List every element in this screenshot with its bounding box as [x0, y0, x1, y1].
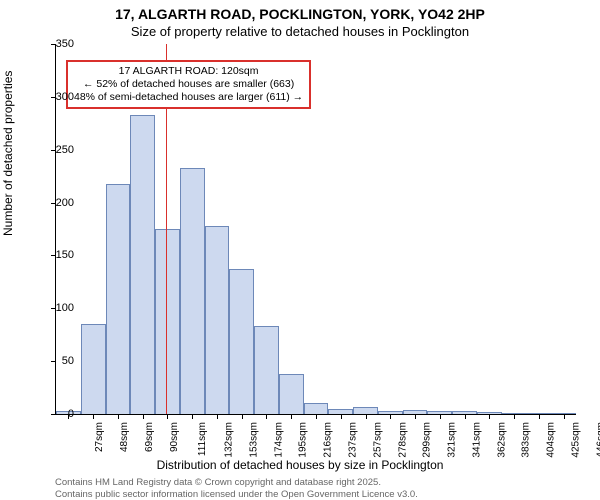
x-tick — [514, 414, 515, 419]
x-tick — [118, 414, 119, 419]
y-tick-label: 350 — [56, 38, 74, 50]
histogram-bar — [205, 226, 230, 414]
chart-container: 17, ALGARTH ROAD, POCKLINGTON, YORK, YO4… — [0, 0, 600, 500]
y-tick — [51, 414, 56, 415]
x-tick-label: 195sqm — [298, 422, 309, 458]
callout-line: 17 ALGARTH ROAD: 120sqm — [74, 65, 303, 78]
histogram-bar — [526, 413, 551, 414]
x-tick-label: 111sqm — [198, 422, 209, 456]
x-tick — [242, 414, 243, 419]
x-tick-label: 69sqm — [144, 422, 155, 452]
histogram-bar — [229, 269, 254, 414]
x-tick-label: 321sqm — [447, 422, 458, 458]
y-tick-label: 200 — [56, 197, 74, 209]
y-tick-label: 50 — [62, 355, 74, 367]
chart-title: 17, ALGARTH ROAD, POCKLINGTON, YORK, YO4… — [0, 6, 600, 22]
x-tick-label: 404sqm — [546, 422, 557, 458]
histogram-bar — [452, 411, 477, 414]
x-tick — [341, 414, 342, 419]
histogram-bar — [378, 411, 403, 414]
x-tick — [390, 414, 391, 419]
x-tick — [366, 414, 367, 419]
x-tick-label: 27sqm — [94, 422, 105, 452]
x-tick-label: 341sqm — [471, 422, 482, 458]
histogram-bar — [353, 407, 378, 414]
x-tick-label: 425sqm — [570, 422, 581, 458]
x-tick-label: 446sqm — [595, 422, 600, 458]
x-tick-label: 216sqm — [323, 422, 334, 458]
x-tick-label: 383sqm — [521, 422, 532, 458]
histogram-bar — [551, 413, 576, 414]
callout-line: ← 52% of detached houses are smaller (66… — [74, 78, 303, 91]
x-tick-label: 278sqm — [397, 422, 408, 458]
footer-line-2: Contains public sector information licen… — [55, 489, 418, 500]
histogram-bar — [130, 115, 155, 414]
x-tick-label: 132sqm — [224, 422, 235, 458]
y-axis-label: Number of detached properties — [1, 71, 15, 236]
histogram-bar — [81, 324, 106, 414]
x-tick — [192, 414, 193, 419]
histogram-bar — [180, 168, 205, 414]
x-tick — [167, 414, 168, 419]
x-tick-label: 153sqm — [249, 422, 260, 458]
histogram-bar — [304, 403, 329, 414]
x-tick-label: 299sqm — [422, 422, 433, 458]
y-tick — [51, 361, 56, 362]
histogram-bar — [502, 413, 527, 414]
histogram-bar — [254, 326, 279, 414]
x-tick — [93, 414, 94, 419]
y-axis-label-text: Number of detached properties — [1, 71, 15, 236]
callout-box: 17 ALGARTH ROAD: 120sqm← 52% of detached… — [66, 60, 311, 109]
x-axis-label: Distribution of detached houses by size … — [0, 458, 600, 472]
y-tick-label: 0 — [68, 408, 74, 420]
x-tick — [291, 414, 292, 419]
callout-line: 48% of semi-detached houses are larger (… — [74, 91, 303, 104]
histogram-bar — [477, 412, 502, 414]
y-tick-label: 150 — [56, 249, 74, 261]
x-tick — [440, 414, 441, 419]
x-tick — [415, 414, 416, 419]
x-tick-label: 174sqm — [273, 422, 284, 458]
histogram-bar — [403, 410, 428, 414]
x-tick-label: 237sqm — [348, 422, 359, 458]
chart-subtitle: Size of property relative to detached ho… — [0, 24, 600, 39]
x-tick-label: 362sqm — [496, 422, 507, 458]
x-tick — [266, 414, 267, 419]
x-tick — [539, 414, 540, 419]
x-tick-label: 90sqm — [169, 422, 180, 452]
x-tick — [489, 414, 490, 419]
histogram-bar — [328, 409, 353, 414]
histogram-bar — [427, 411, 452, 414]
histogram-bar — [155, 229, 180, 414]
x-tick-label: 48sqm — [119, 422, 130, 452]
x-tick — [143, 414, 144, 419]
histogram-bar — [106, 184, 131, 414]
histogram-bar — [279, 374, 304, 414]
footer-line-1: Contains HM Land Registry data © Crown c… — [55, 477, 381, 488]
y-tick-label: 250 — [56, 144, 74, 156]
x-tick — [316, 414, 317, 419]
x-tick-label: 257sqm — [372, 422, 383, 458]
x-tick — [217, 414, 218, 419]
y-tick-label: 100 — [56, 302, 74, 314]
plot-area: 17 ALGARTH ROAD: 120sqm← 52% of detached… — [55, 44, 576, 415]
y-tick-label: 300 — [56, 91, 74, 103]
x-tick — [465, 414, 466, 419]
x-tick — [564, 414, 565, 419]
